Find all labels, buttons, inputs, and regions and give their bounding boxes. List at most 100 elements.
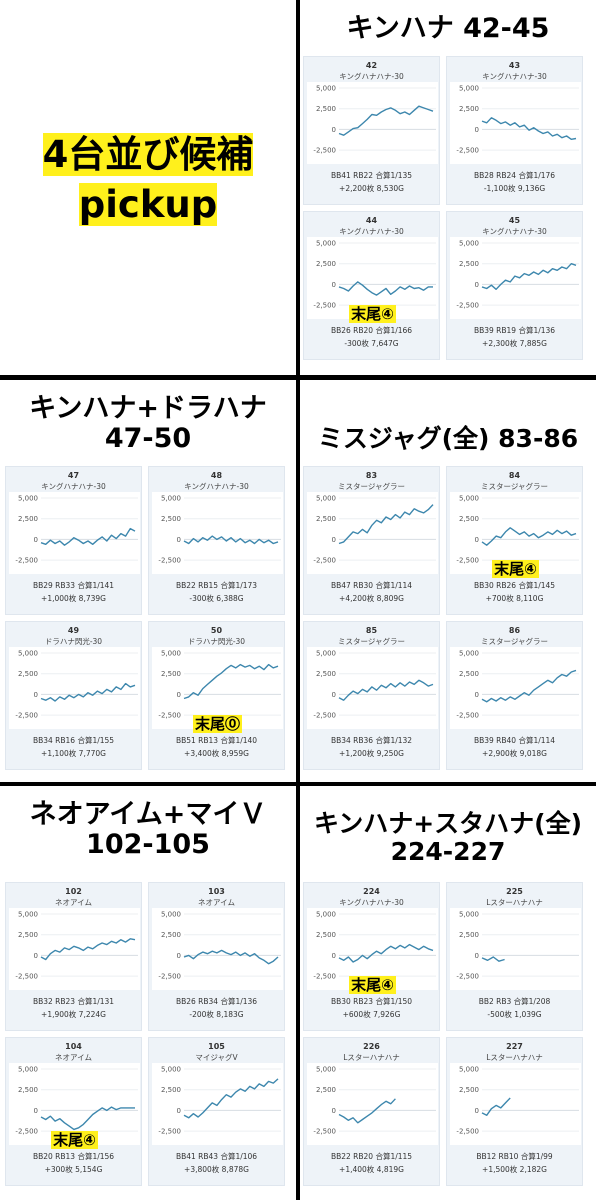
machine-card-225[interactable]: 225 Lスターハナハナ 5,000 2,500 0 -2,500 BB2 RB3 合算1/… [446, 882, 583, 1031]
panel-1: 4台並び候補 pickup [0, 0, 296, 375]
bonus-stats: BB39 RB19 合算1/136 [473, 326, 556, 335]
slump-line [183, 663, 279, 700]
y-tick-label: 0 [34, 1107, 38, 1115]
slump-chart: 5,000 2,500 0 -2,500 [152, 492, 283, 574]
ending-digit-badge-text: 末尾④ [492, 560, 539, 578]
machine-model-name: キングハナハナ-30 [41, 482, 106, 491]
bonus-stats: BB28 RB24 合算1/176 [473, 171, 556, 180]
machine-model-name: ネオアイム [55, 898, 92, 907]
ending-digit-badge: 末尾⓪ [152, 713, 283, 734]
machine-card-42[interactable]: 42 キングハナハナ-30 5,000 2,500 0 -2,500 BB41 RB22 合… [303, 56, 440, 205]
machine-model-name: Lスターハナハナ [486, 898, 543, 907]
machine-card-84[interactable]: 84 ミスタージャグラー 5,000 2,500 0 -2,500 末尾④ BB30 RB26… [446, 466, 583, 615]
y-tick-label: 0 [475, 536, 479, 544]
bonus-stats: BB22 RB20 合算1/115 [330, 1152, 413, 1161]
slump-chart: 5,000 2,500 0 -2,500 [450, 82, 581, 164]
machine-card-50[interactable]: 50 ドラハナ閃光-30 5,000 2,500 0 -2,500 末尾⓪ BB51 RB13… [148, 621, 285, 770]
panel-4: ミスジャグ(全) 83-86 83 ミスタージャグラー 5,000 2,500 0 -2,5… [300, 380, 596, 782]
machine-card-103[interactable]: 103 ネオアイム 5,000 2,500 0 -2,500 BB26 RB34 合算1/1… [148, 882, 285, 1031]
machine-number: 224 [363, 887, 380, 896]
machine-number: 42 [365, 61, 378, 70]
ending-digit-badge-text: 末尾④ [349, 305, 396, 323]
y-tick-label: -2,500 [456, 302, 479, 310]
machine-card-86[interactable]: 86 ミスタージャグラー 5,000 2,500 0 -2,500 BB39 RB40 合算… [446, 621, 583, 770]
bonus-stats: BB26 RB20 合算1/166 [330, 326, 413, 335]
machine-card-104[interactable]: 104 ネオアイム 5,000 2,500 0 -2,500 末尾④ BB20 RB13 合算… [5, 1037, 142, 1186]
slump-chart-svg: 5,000 2,500 0 -2,500 [158, 495, 281, 565]
machine-card-44[interactable]: 44 キングハナハナ-30 5,000 2,500 0 -2,500 末尾④ BB26 RB2… [303, 211, 440, 360]
y-tick-label: 2,500 [18, 1086, 38, 1094]
y-tick-label: 0 [177, 952, 181, 960]
panel-3: キンハナ+ドラハナ 47-50 47 キングハナハナ-30 5,000 2,500 0 -2,… [0, 380, 296, 782]
panel-title-line: キンハナ 42-45 [346, 13, 550, 44]
machine-number: 48 [210, 471, 223, 480]
machine-card-226[interactable]: 226 Lスターハナハナ 5,000 2,500 0 -2,500 BB22 RB20 合算… [303, 1037, 440, 1186]
machine-model-name: Lスターハナハナ [486, 1053, 543, 1062]
machine-card-105[interactable]: 105 マイジャグV 5,000 2,500 0 -2,500 BB41 RB43 合算1/… [148, 1037, 285, 1186]
slump-chart-svg: 5,000 2,500 0 -2,500 [456, 911, 579, 981]
slump-chart: 5,000 2,500 0 -2,500 [152, 908, 283, 990]
bonus-stats: BB47 RB30 合算1/114 [330, 581, 413, 590]
machine-model-name: キングハナハナ-30 [339, 227, 404, 236]
bonus-stats: BB32 RB23 合算1/131 [32, 997, 115, 1006]
y-tick-label: 5,000 [316, 650, 336, 658]
y-tick-label: 0 [177, 536, 181, 544]
slump-chart: 5,000 2,500 0 -2,500 [307, 492, 438, 574]
slump-line [183, 949, 279, 965]
machine-card-49[interactable]: 49 ドラハナ閃光-30 5,000 2,500 0 -2,500 BB34 RB16 合算… [5, 621, 142, 770]
y-tick-label: 5,000 [161, 650, 181, 658]
slump-line [40, 682, 136, 702]
slump-chart: 5,000 2,500 0 -2,500 末尾⓪ [152, 647, 283, 733]
result-summary: +2,300枚 7,885G [482, 339, 547, 348]
y-tick-label: 5,000 [18, 495, 38, 503]
y-tick-label: 2,500 [459, 105, 479, 113]
slump-line [183, 535, 279, 545]
ending-digit-badge: 末尾④ [307, 303, 438, 324]
machine-number: 105 [208, 1042, 225, 1051]
y-tick-label: 5,000 [459, 911, 479, 919]
machine-card-43[interactable]: 43 キングハナハナ-30 5,000 2,500 0 -2,500 BB28 RB24 合… [446, 56, 583, 205]
slump-chart-svg: 5,000 2,500 0 -2,500 [158, 911, 281, 981]
panel-title: キンハナ 42-45 [300, 13, 596, 44]
result-summary: +1,100枚 7,770G [41, 749, 106, 758]
machine-card-83[interactable]: 83 ミスタージャグラー 5,000 2,500 0 -2,500 BB47 RB30 合算… [303, 466, 440, 615]
y-tick-label: 2,500 [459, 260, 479, 268]
machine-card-47[interactable]: 47 キングハナハナ-30 5,000 2,500 0 -2,500 BB29 RB33 合… [5, 466, 142, 615]
bonus-stats: BB2 RB3 合算1/208 [478, 997, 551, 1006]
slump-line [481, 669, 577, 703]
y-tick-label: 5,000 [316, 495, 336, 503]
pickup-heading: 4台並び候補 pickup [0, 130, 296, 230]
machine-card-227[interactable]: 227 Lスターハナハナ 5,000 2,500 0 -2,500 BB12 RB10 合算… [446, 1037, 583, 1186]
y-tick-label: 0 [475, 281, 479, 289]
y-tick-label: 0 [332, 952, 336, 960]
machine-card-102[interactable]: 102 ネオアイム 5,000 2,500 0 -2,500 BB32 RB23 合算1/1… [5, 882, 142, 1031]
machine-number: 103 [208, 887, 225, 896]
slump-chart: 5,000 2,500 0 -2,500 [9, 908, 140, 990]
y-tick-label: 5,000 [18, 1066, 38, 1074]
y-tick-label: 0 [332, 691, 336, 699]
y-tick-label: 0 [475, 1107, 479, 1115]
bonus-stats: BB20 RB13 合算1/156 [32, 1152, 115, 1161]
pickup-heading-text: pickup [78, 183, 218, 226]
machine-card-45[interactable]: 45 キングハナハナ-30 5,000 2,500 0 -2,500 BB39 RB19 合… [446, 211, 583, 360]
machine-card-85[interactable]: 85 ミスタージャグラー 5,000 2,500 0 -2,500 BB34 RB36 合算… [303, 621, 440, 770]
result-summary: +4,200枚 8,809G [339, 594, 404, 603]
result-summary: +600枚 7,926G [342, 1010, 401, 1019]
slump-chart: 5,000 2,500 0 -2,500 末尾④ [307, 237, 438, 323]
machine-card-224[interactable]: 224 キングハナハナ-30 5,000 2,500 0 -2,500 末尾④ BB30 RB… [303, 882, 440, 1031]
y-tick-label: 5,000 [18, 911, 38, 919]
slump-line [338, 281, 433, 296]
y-tick-label: 5,000 [459, 85, 479, 93]
machine-model-name: ネオアイム [55, 1053, 92, 1062]
y-tick-label: -2,500 [313, 712, 336, 720]
machine-model-name: マイジャグV [195, 1053, 238, 1062]
panel-title: ネオアイム+マイＶ 102-105 [0, 799, 296, 860]
result-summary: +1,400枚 4,819G [339, 1165, 404, 1174]
slump-line [481, 1097, 511, 1116]
result-summary: -300枚 7,647G [344, 339, 399, 348]
y-tick-label: 2,500 [18, 515, 38, 523]
machine-model-name: ミスタージャグラー [338, 482, 405, 491]
machine-card-48[interactable]: 48 キングハナハナ-30 5,000 2,500 0 -2,500 BB22 RB15 合… [148, 466, 285, 615]
y-tick-label: -2,500 [158, 973, 181, 981]
y-tick-label: 0 [34, 691, 38, 699]
